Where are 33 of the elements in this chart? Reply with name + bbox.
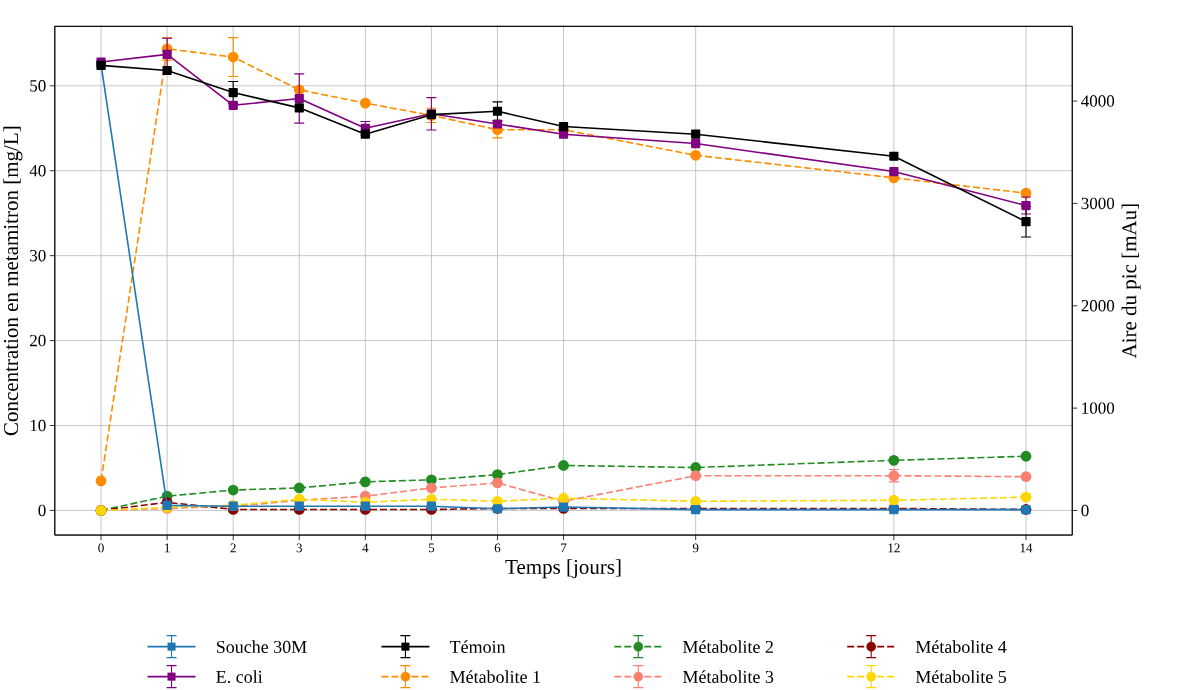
x-tick-label: 3 (296, 543, 302, 553)
y2-axis-title: Aire du pic [mAu] (1121, 204, 1141, 359)
x-tick-label: 5 (428, 543, 435, 553)
y-tick-label: 0 (38, 504, 46, 517)
x-tick-label: 9 (692, 543, 699, 553)
y2-tick-label: 0 (1081, 504, 1089, 517)
y2-tick-label: 4000 (1081, 95, 1115, 107)
x-tick-label: 0 (98, 543, 104, 553)
y-tick-label: 30 (30, 250, 46, 262)
legend-label: Métabolite 1 (450, 670, 540, 684)
legend-label: Métabolite 2 (682, 640, 773, 654)
x-axis-title: Temps [jours] (505, 559, 621, 579)
x-tick-label: 6 (494, 543, 501, 553)
legend-label: Métabolite 4 (915, 640, 1007, 654)
legend-label: Métabolite 5 (915, 670, 1007, 684)
x-tick-label: 12 (888, 543, 900, 553)
x-tick-label: 1 (165, 543, 170, 553)
x-tick-label: 4 (362, 543, 369, 553)
x-tick-label: 2 (230, 543, 236, 553)
y2-tick-label: 1000 (1082, 402, 1115, 415)
legend-label: Témoin (449, 640, 506, 654)
y2-tick-label: 2000 (1081, 300, 1115, 312)
legend-label: Métabolite 3 (682, 670, 774, 684)
y-axis-title: Concentration en metamitron [mg/L] (3, 127, 23, 436)
legend-label: Souche 30M (216, 640, 307, 654)
y-tick-label: 20 (30, 335, 46, 347)
legend-label: E. coli (216, 670, 263, 684)
y2-tick-label: 3000 (1081, 197, 1115, 210)
y-tick-label: 50 (30, 80, 46, 92)
x-tick-label: 7 (561, 543, 567, 553)
x-tick-label: 14 (1020, 543, 1033, 553)
y-tick-label: 10 (30, 419, 46, 432)
y-tick-label: 40 (29, 165, 46, 177)
